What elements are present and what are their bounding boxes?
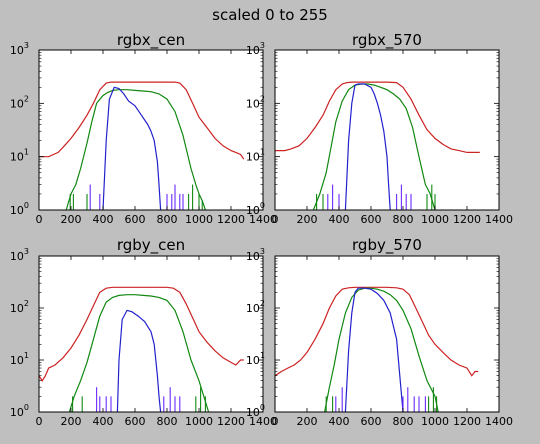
y-tick-exponent: 1 (24, 148, 29, 157)
x-tick-label: 200 (61, 213, 82, 226)
y-tick-exponent: 1 (24, 351, 29, 360)
x-tick-label: 0 (272, 415, 279, 428)
series-line-2 (344, 287, 404, 413)
x-tick-label: 1400 (249, 213, 277, 226)
series-line-0 (38, 286, 244, 382)
figure-title: scaled 0 to 255 (212, 6, 328, 24)
x-tick-label: 1000 (421, 415, 449, 428)
series-line-2 (344, 83, 391, 211)
series-line-1 (312, 83, 436, 211)
y-tick-label: 103 (10, 247, 29, 263)
x-tick-label: 1400 (485, 213, 513, 226)
x-tick-label: 400 (329, 213, 350, 226)
x-tick-label: 800 (157, 415, 178, 428)
x-tick-label: 0 (272, 213, 279, 226)
plot-frame (38, 255, 264, 413)
x-tick-label: 600 (361, 415, 382, 428)
y-tick-exponent: 3 (260, 247, 265, 256)
y-tick-label: 100 (10, 201, 29, 217)
x-tick-label: 1000 (421, 213, 449, 226)
plot-frame (274, 255, 500, 413)
y-tick-exponent: 0 (260, 201, 265, 210)
y-tick-exponent: 2 (24, 94, 29, 103)
series-line-1 (324, 287, 439, 413)
panel-title: rgby_cen (117, 236, 185, 255)
x-tick-label: 200 (297, 415, 318, 428)
plot-frame (274, 49, 500, 211)
series-line-0 (274, 286, 479, 377)
plot-frame (38, 49, 264, 211)
x-tick-label: 1200 (217, 415, 245, 428)
y-tick-exponent: 0 (24, 403, 29, 412)
y-tick-label: 101 (10, 148, 29, 164)
x-tick-label: 1200 (453, 213, 481, 226)
series-line-0 (275, 81, 480, 153)
y-tick-exponent: 3 (24, 41, 29, 50)
y-tick-label: 102 (10, 299, 29, 315)
x-tick-label: 800 (393, 213, 414, 226)
series-line-1 (65, 89, 206, 211)
x-tick-label: 400 (93, 213, 114, 226)
plot-area (275, 50, 499, 210)
panel-rgbx-570: rgbx_570 0 200 400 600 800 1000 1200 1400100101… (246, 31, 513, 226)
panel-rgbx-cen: rgbx_cen 0 200 400 600 800 1000 1200 1400100101… (10, 31, 277, 226)
y-tick-exponent: 0 (24, 201, 29, 210)
panel-title: rgbx_570 (352, 31, 422, 50)
y-tick-exponent: 2 (260, 94, 265, 103)
series-line-2 (116, 309, 162, 413)
plot-area (275, 256, 499, 412)
panel-rgby-570: rgby_570 0 200 400 600 800 1000 1200 1400100101… (246, 236, 513, 428)
x-tick-label: 400 (329, 415, 350, 428)
x-tick-label: 1000 (185, 415, 213, 428)
x-tick-label: 1400 (485, 415, 513, 428)
y-tick-exponent: 3 (24, 247, 29, 256)
x-tick-label: 600 (125, 213, 146, 226)
x-tick-label: 0 (36, 213, 43, 226)
y-tick-exponent: 2 (24, 299, 29, 308)
x-tick-label: 1000 (185, 213, 213, 226)
x-tick-label: 200 (61, 415, 82, 428)
panel-title: rgby_570 (352, 236, 422, 255)
x-tick-label: 200 (297, 213, 318, 226)
panel-rgby-cen: rgby_cen 0 200 400 600 800 1000 1200 1400100101… (10, 236, 277, 428)
series-line-1 (68, 294, 210, 413)
y-tick-label: 102 (10, 94, 29, 110)
y-tick-exponent: 2 (260, 299, 265, 308)
series-line-0 (39, 81, 245, 160)
x-tick-label: 600 (361, 213, 382, 226)
y-tick-exponent: 3 (260, 41, 265, 50)
y-tick-label: 100 (10, 403, 29, 419)
series-line-2 (102, 86, 162, 211)
y-tick-exponent: 0 (260, 403, 265, 412)
x-tick-label: 1400 (249, 415, 277, 428)
x-tick-label: 0 (36, 415, 43, 428)
panel-title: rgbx_cen (117, 31, 185, 50)
y-tick-label: 101 (10, 351, 29, 367)
y-tick-exponent: 1 (260, 148, 265, 157)
y-tick-exponent: 1 (260, 351, 265, 360)
y-tick-label: 103 (10, 41, 29, 57)
x-tick-label: 1200 (453, 415, 481, 428)
x-tick-label: 1200 (217, 213, 245, 226)
x-tick-label: 800 (157, 213, 178, 226)
x-tick-label: 600 (125, 415, 146, 428)
x-tick-label: 800 (393, 415, 414, 428)
x-tick-label: 400 (93, 415, 114, 428)
